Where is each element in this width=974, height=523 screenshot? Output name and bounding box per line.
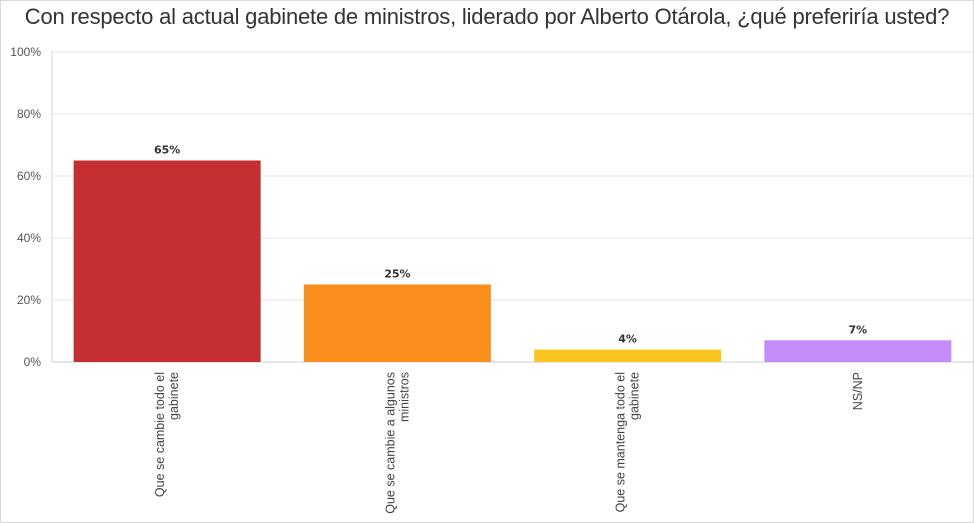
- data-label: 7%: [849, 323, 868, 336]
- data-label: 4%: [618, 333, 637, 346]
- category-label: Que se mantenga todo el gabinete: [614, 372, 642, 512]
- category-label-line: Que se mantenga todo el: [614, 372, 628, 512]
- category-label-line: Que se cambie a algunos: [383, 372, 397, 514]
- y-tick-label: 80%: [17, 107, 41, 121]
- y-tick-label: 0%: [24, 355, 42, 369]
- data-label: 65%: [154, 144, 180, 157]
- bar: [764, 340, 952, 362]
- y-tick-label: 60%: [17, 169, 41, 183]
- data-labels: 65% 25% 4% 7%: [154, 144, 867, 346]
- category-label: NS/NP: [851, 372, 865, 410]
- x-axis: Que se cambie todo el gabinete Que se camb…: [153, 372, 865, 514]
- category-label-line: gabinete: [628, 372, 642, 420]
- data-label: 25%: [384, 268, 410, 281]
- y-tick-label: 40%: [17, 231, 41, 245]
- category-label-line: NS/NP: [851, 372, 865, 410]
- bar: [303, 284, 491, 362]
- bars: [73, 160, 952, 362]
- chart-title: Con respecto al actual gabinete de minis…: [24, 4, 950, 29]
- y-tick-label: 20%: [17, 293, 41, 307]
- category-label-line: Que se cambie todo el: [153, 372, 167, 497]
- bar: [73, 160, 261, 362]
- category-label-line: gabinete: [167, 372, 181, 420]
- category-label: Que se cambie a algunos ministros: [383, 372, 411, 514]
- y-axis: 0% 20% 40% 60% 80% 100%: [10, 45, 53, 369]
- bar: [534, 349, 722, 362]
- category-label: Que se cambie todo el gabinete: [153, 372, 181, 497]
- category-label-line: ministros: [397, 372, 411, 422]
- y-tick-label: 100%: [10, 45, 41, 59]
